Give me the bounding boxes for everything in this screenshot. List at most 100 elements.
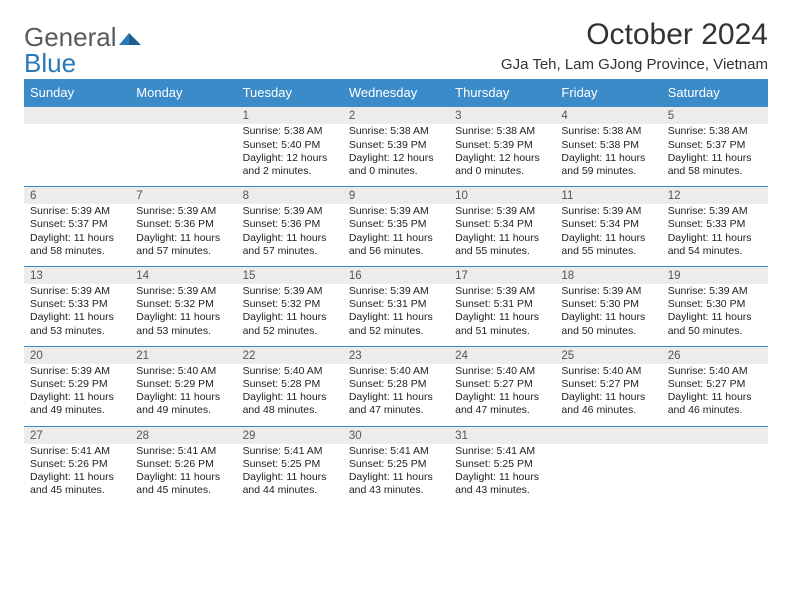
day-number-cell [555, 426, 661, 444]
day-detail-cell: Sunrise: 5:38 AMSunset: 5:39 PMDaylight:… [343, 124, 449, 186]
sunset-line: Sunset: 5:25 PM [455, 458, 549, 471]
sunset-line: Sunset: 5:39 PM [455, 139, 549, 152]
daylight-line: Daylight: 11 hours and 58 minutes. [668, 152, 762, 178]
day-number-cell [130, 107, 236, 125]
sunset-line: Sunset: 5:40 PM [243, 139, 337, 152]
day-number-cell: 7 [130, 186, 236, 204]
day-number-cell: 21 [130, 346, 236, 364]
sunrise-line: Sunrise: 5:40 AM [136, 365, 230, 378]
sunset-line: Sunset: 5:34 PM [455, 218, 549, 231]
sunrise-line: Sunrise: 5:40 AM [668, 365, 762, 378]
sunrise-line: Sunrise: 5:38 AM [561, 125, 655, 138]
sunrise-line: Sunrise: 5:39 AM [349, 205, 443, 218]
daylight-line: Daylight: 11 hours and 57 minutes. [243, 232, 337, 258]
day-detail-cell: Sunrise: 5:39 AMSunset: 5:35 PMDaylight:… [343, 204, 449, 266]
day-detail-cell: Sunrise: 5:39 AMSunset: 5:31 PMDaylight:… [449, 284, 555, 346]
sunset-line: Sunset: 5:28 PM [243, 378, 337, 391]
daylight-line: Daylight: 11 hours and 52 minutes. [243, 311, 337, 337]
day-detail-cell [555, 444, 661, 506]
day-number-cell: 10 [449, 186, 555, 204]
sunset-line: Sunset: 5:28 PM [349, 378, 443, 391]
day-detail-cell: Sunrise: 5:41 AMSunset: 5:26 PMDaylight:… [130, 444, 236, 506]
calendar-table: SundayMondayTuesdayWednesdayThursdayFrid… [24, 79, 768, 505]
day-detail-cell: Sunrise: 5:39 AMSunset: 5:32 PMDaylight:… [237, 284, 343, 346]
sunset-line: Sunset: 5:27 PM [455, 378, 549, 391]
day-number-cell: 18 [555, 266, 661, 284]
day-detail-cell: Sunrise: 5:41 AMSunset: 5:25 PMDaylight:… [449, 444, 555, 506]
day-number-cell: 29 [237, 426, 343, 444]
sunset-line: Sunset: 5:36 PM [243, 218, 337, 231]
day-number-cell: 20 [24, 346, 130, 364]
day-detail-cell: Sunrise: 5:40 AMSunset: 5:28 PMDaylight:… [237, 364, 343, 426]
weekday-header: Tuesday [237, 79, 343, 107]
sunset-line: Sunset: 5:25 PM [349, 458, 443, 471]
daylight-line: Daylight: 11 hours and 45 minutes. [136, 471, 230, 497]
day-number-cell: 11 [555, 186, 661, 204]
day-detail-cell: Sunrise: 5:39 AMSunset: 5:32 PMDaylight:… [130, 284, 236, 346]
sunrise-line: Sunrise: 5:41 AM [136, 445, 230, 458]
day-number-cell: 4 [555, 107, 661, 125]
sunrise-line: Sunrise: 5:39 AM [136, 285, 230, 298]
sunset-line: Sunset: 5:30 PM [668, 298, 762, 311]
day-detail-cell: Sunrise: 5:39 AMSunset: 5:36 PMDaylight:… [130, 204, 236, 266]
sunrise-line: Sunrise: 5:38 AM [349, 125, 443, 138]
weekday-header: Monday [130, 79, 236, 107]
daynum-row: 13141516171819 [24, 266, 768, 284]
sunrise-line: Sunrise: 5:41 AM [30, 445, 124, 458]
daylight-line: Daylight: 11 hours and 48 minutes. [243, 391, 337, 417]
sunrise-line: Sunrise: 5:41 AM [243, 445, 337, 458]
sunset-line: Sunset: 5:27 PM [668, 378, 762, 391]
month-title: October 2024 [501, 18, 768, 52]
day-detail-cell: Sunrise: 5:38 AMSunset: 5:37 PMDaylight:… [662, 124, 768, 186]
weekday-header: Saturday [662, 79, 768, 107]
daylight-line: Daylight: 11 hours and 59 minutes. [561, 152, 655, 178]
day-number-cell: 13 [24, 266, 130, 284]
sunrise-line: Sunrise: 5:40 AM [561, 365, 655, 378]
daylight-line: Daylight: 11 hours and 47 minutes. [349, 391, 443, 417]
day-number-cell [662, 426, 768, 444]
day-detail-cell: Sunrise: 5:40 AMSunset: 5:27 PMDaylight:… [555, 364, 661, 426]
sunrise-line: Sunrise: 5:39 AM [243, 285, 337, 298]
weekday-header: Thursday [449, 79, 555, 107]
daynum-row: 12345 [24, 107, 768, 125]
daylight-line: Daylight: 11 hours and 57 minutes. [136, 232, 230, 258]
day-number-cell: 1 [237, 107, 343, 125]
sunset-line: Sunset: 5:38 PM [561, 139, 655, 152]
day-detail-cell: Sunrise: 5:41 AMSunset: 5:25 PMDaylight:… [343, 444, 449, 506]
daylight-line: Daylight: 11 hours and 58 minutes. [30, 232, 124, 258]
sunrise-line: Sunrise: 5:40 AM [349, 365, 443, 378]
calendar-body: 12345Sunrise: 5:38 AM Sunset: 5:40 PM Dayl… [24, 107, 768, 506]
day-number-cell: 16 [343, 266, 449, 284]
day-detail-cell: Sunrise: 5:39 AMSunset: 5:30 PMDaylight:… [662, 284, 768, 346]
day-detail-cell: Sunrise: 5:39 AMSunset: 5:33 PMDaylight:… [662, 204, 768, 266]
weekday-header: Wednesday [343, 79, 449, 107]
daylight-line: Daylight: 11 hours and 55 minutes. [455, 232, 549, 258]
sunrise-line: Sunrise: 5:39 AM [668, 205, 762, 218]
detail-row: Sunrise: 5:38 AM Sunset: 5:40 PM Daylight:… [24, 124, 768, 186]
sunset-line: Sunset: 5:36 PM [136, 218, 230, 231]
sunrise-line: Sunrise: 5:39 AM [561, 285, 655, 298]
detail-row: Sunrise: 5:41 AMSunset: 5:26 PMDaylight:… [24, 444, 768, 506]
detail-row: Sunrise: 5:39 AMSunset: 5:37 PMDaylight:… [24, 204, 768, 266]
sunrise-line: Sunrise: 5:39 AM [136, 205, 230, 218]
sunrise-line: Sunrise: 5:39 AM [30, 205, 124, 218]
daylight-line: Daylight: 11 hours and 46 minutes. [561, 391, 655, 417]
daylight-line: Daylight: 11 hours and 49 minutes. [30, 391, 124, 417]
sunrise-line: Sunrise: 5:39 AM [455, 285, 549, 298]
sunset-line: Sunset: 5:25 PM [243, 458, 337, 471]
day-detail-cell: Sunrise: 5:40 AMSunset: 5:27 PMDaylight:… [449, 364, 555, 426]
weekday-header: Sunday [24, 79, 130, 107]
day-number-cell: 14 [130, 266, 236, 284]
daylight-line: Daylight: 11 hours and 43 minutes. [349, 471, 443, 497]
daylight-line: Daylight: 11 hours and 46 minutes. [668, 391, 762, 417]
sunset-line: Sunset: 5:37 PM [30, 218, 124, 231]
daylight-line: Daylight: 11 hours and 44 minutes. [243, 471, 337, 497]
sunrise-line: Sunrise: 5:40 AM [455, 365, 549, 378]
daylight-line: Daylight: 11 hours and 47 minutes. [455, 391, 549, 417]
sunset-line: Sunset: 5:31 PM [455, 298, 549, 311]
sunset-line: Sunset: 5:39 PM [349, 139, 443, 152]
day-detail-cell [662, 444, 768, 506]
day-detail-cell: Sunrise: 5:39 AMSunset: 5:30 PMDaylight:… [555, 284, 661, 346]
sunrise-line: Sunrise: 5:40 AM [243, 365, 337, 378]
sunrise-line: Sunrise: 5:38 AM [668, 125, 762, 138]
